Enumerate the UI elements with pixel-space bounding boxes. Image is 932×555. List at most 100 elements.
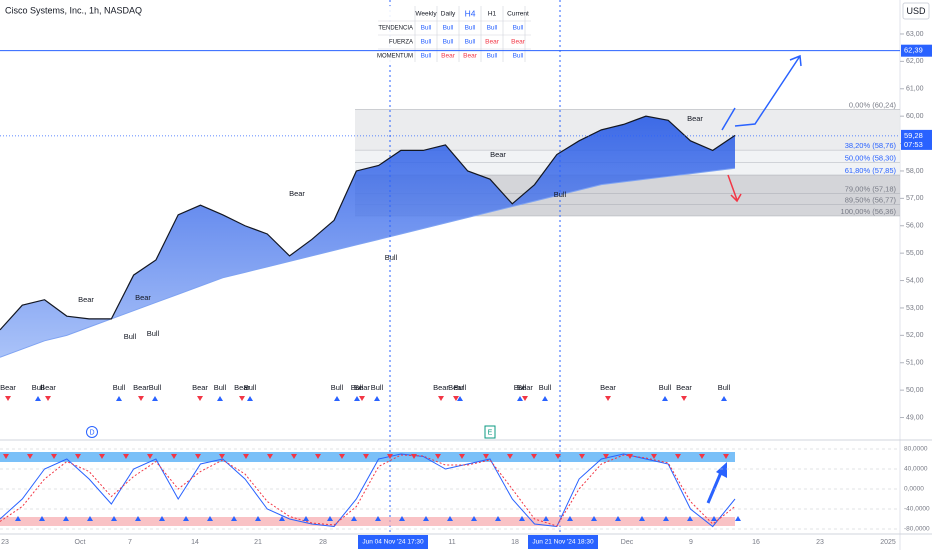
- signal-triangle: [457, 396, 463, 401]
- table-cell: Bull: [421, 25, 432, 32]
- osc-triangle: [375, 516, 381, 521]
- osc-triangle: [339, 454, 345, 459]
- signal-triangle: [374, 396, 380, 401]
- osc-triangle: [591, 516, 597, 521]
- signal-label: Bull: [351, 383, 364, 392]
- osc-k-line: [0, 453, 736, 528]
- table-header: H4: [465, 8, 476, 18]
- signal-label: Bear: [433, 383, 449, 392]
- signal-triangle: [247, 396, 253, 401]
- arrow-head: [730, 193, 742, 203]
- table-cell: Bull: [443, 39, 454, 46]
- osc-tick-label: -80,0000: [904, 526, 930, 533]
- signal-table: Weekly Daily H4 H1 Current TENDENCIA Bull Bull B…: [377, 6, 531, 62]
- osc-triangle: [195, 454, 201, 459]
- osc-triangle: [231, 516, 237, 521]
- price-label: 62,39: [904, 46, 923, 55]
- fib-label: 50,00% (58,30): [845, 154, 897, 163]
- osc-triangle: [483, 454, 489, 459]
- osc-triangle: [243, 454, 249, 459]
- y-tick-label: 57,00: [906, 195, 924, 202]
- signal-triangle: [239, 396, 245, 401]
- osc-triangle: [99, 454, 105, 459]
- fib-label: 89,50% (56,77): [845, 196, 897, 205]
- event-label: D: [89, 429, 94, 436]
- price-label-box: [901, 129, 932, 150]
- signal-triangle: [116, 396, 122, 401]
- table-cell: Bear: [511, 39, 526, 46]
- fib-zone: [355, 193, 900, 205]
- y-tick-label: 58,00: [906, 168, 924, 175]
- x-tick-label: 16: [752, 539, 760, 546]
- currency[interactable]: USD: [906, 6, 926, 16]
- annotation: Bear: [490, 150, 506, 159]
- ribbon-area: [0, 116, 735, 358]
- signal-triangle: [522, 396, 528, 401]
- osc-triangle: [351, 516, 357, 521]
- osc-triangle: [87, 516, 93, 521]
- signal-triangle: [35, 396, 41, 401]
- table-cell: Bull: [513, 53, 524, 60]
- signal-label: Bear: [133, 383, 149, 392]
- price-layer: [0, 115, 736, 358]
- osc-triangle: [315, 454, 321, 459]
- projection-arrow: [721, 107, 736, 131]
- osc-triangle: [207, 516, 213, 521]
- osc-triangle: [219, 454, 225, 459]
- signal-triangle: [721, 396, 727, 401]
- osc-d-line: [0, 454, 736, 527]
- table-cell: Bear: [441, 53, 456, 60]
- table-header: Daily: [441, 11, 456, 18]
- osc-triangle: [627, 454, 633, 459]
- osc-triangle: [183, 516, 189, 521]
- x-tick-label: 18: [511, 539, 519, 546]
- signal-triangle: [542, 396, 548, 401]
- osc-triangle: [291, 454, 297, 459]
- osc-triangle: [459, 454, 465, 459]
- signal-label: Bear: [517, 383, 533, 392]
- countdown: 07:53: [904, 140, 923, 149]
- table-cell: Bear: [485, 39, 500, 46]
- projection-arrow: [734, 55, 801, 127]
- x-tick-label: 23: [816, 539, 824, 546]
- osc-triangle: [159, 516, 165, 521]
- x-tick-label: 2025: [880, 539, 896, 546]
- osc-triangle: [3, 454, 9, 459]
- signal-label: Bear: [448, 383, 464, 392]
- osc-triangle: [75, 454, 81, 459]
- osc-tick-label: 80,0000: [904, 446, 928, 453]
- annotation: Bull: [385, 253, 398, 262]
- x-tick-label: 21: [254, 539, 262, 546]
- annotation: Bear: [78, 295, 94, 304]
- osc-triangle: [171, 454, 177, 459]
- price-label-box: [901, 44, 932, 57]
- table-header: Weekly: [415, 11, 437, 18]
- osc-triangle: [111, 516, 117, 521]
- table-header: Current: [507, 11, 529, 18]
- arrow-head: [789, 54, 802, 67]
- y-tick-label: 61,00: [906, 86, 924, 93]
- currency-box[interactable]: [902, 2, 930, 20]
- x-tick-label: Dec: [621, 539, 634, 546]
- signal-label: Bull: [539, 383, 552, 392]
- osc-triangle: [15, 516, 21, 521]
- fib-label: 0,00% (60,24): [849, 101, 897, 110]
- osc-triangle: [363, 454, 369, 459]
- osc-triangle: [603, 454, 609, 459]
- annotation: Bull: [147, 329, 160, 338]
- table-cell: Bull: [443, 25, 454, 32]
- osc-triangle: [39, 516, 45, 521]
- table-cell: Bull: [487, 53, 498, 60]
- table-cell: Bull: [465, 39, 476, 46]
- signal-triangle: [334, 396, 340, 401]
- signal-triangle: [517, 396, 523, 401]
- osc-triangle: [135, 516, 141, 521]
- annotation: Bull: [124, 332, 137, 341]
- signal-triangle: [45, 396, 51, 401]
- event-label: E: [488, 429, 493, 436]
- osc-triangle: [543, 516, 549, 521]
- signal-triangle: [662, 396, 668, 401]
- ribbon-low-line: [0, 167, 736, 358]
- annotation: Bull: [554, 190, 567, 199]
- osc-triangle: [687, 516, 693, 521]
